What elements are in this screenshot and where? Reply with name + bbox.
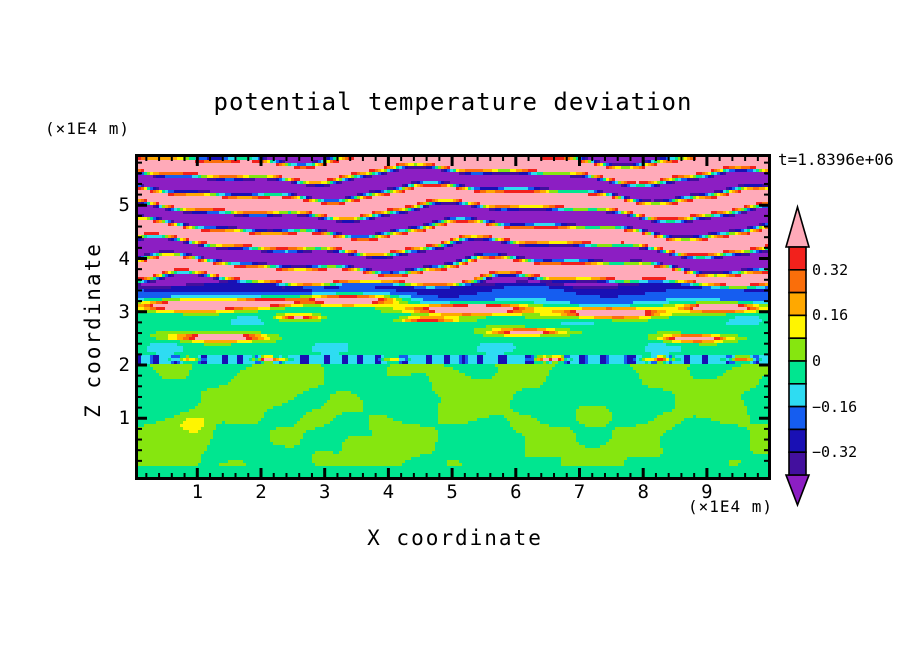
colorbar-segment — [788, 360, 807, 385]
z-tick-label: 5 — [118, 194, 130, 217]
colorbar-segment — [788, 314, 807, 340]
colorbar-tick-label: −0.16 — [812, 397, 858, 416]
z-tick-label: 2 — [118, 354, 130, 376]
z-tick-label: 4 — [118, 247, 130, 270]
colorbar — [784, 204, 811, 508]
x-tick-label: 1 — [191, 481, 204, 503]
colorbar-segment — [788, 451, 807, 476]
y-axis-title: Z coordinate — [81, 242, 105, 418]
page-title: potential temperature deviation — [213, 88, 693, 116]
x-tick-label: 3 — [318, 481, 331, 503]
colorbar-segment — [788, 405, 807, 431]
colorbar-tick-label: 0.16 — [812, 306, 849, 325]
x-tick-label: 8 — [637, 481, 649, 503]
x-tick-label: 4 — [382, 481, 395, 503]
x-axis-title: X coordinate — [367, 526, 543, 550]
z-tick-label: 1 — [118, 407, 130, 430]
colorbar-segment — [788, 269, 807, 294]
z-axis-unit-label: (×1E4 m) — [45, 119, 131, 138]
colorbar-tick-label: 0.32 — [812, 260, 849, 279]
x-tick-label: 9 — [701, 481, 713, 503]
colorbar-segment — [788, 428, 807, 453]
colorbar-segment — [788, 383, 807, 408]
colorbar-segment — [788, 291, 807, 317]
colorbar-tick-label: −0.32 — [812, 443, 858, 462]
x-tick-label: 7 — [573, 481, 586, 503]
x-axis-unit-label: (×1E4 m) — [688, 497, 774, 516]
x-tick-label: 2 — [255, 481, 267, 503]
colorbar-segment — [788, 246, 807, 271]
x-tick-label: 5 — [446, 481, 458, 503]
colorbar-segment — [788, 337, 807, 362]
z-tick-label: 3 — [118, 300, 130, 323]
x-tick-label: 6 — [510, 481, 522, 503]
time-label: t=1.8396e+06 — [778, 150, 894, 169]
contour-field-canvas — [138, 157, 768, 477]
colorbar-tick-label: 0 — [812, 352, 822, 370]
